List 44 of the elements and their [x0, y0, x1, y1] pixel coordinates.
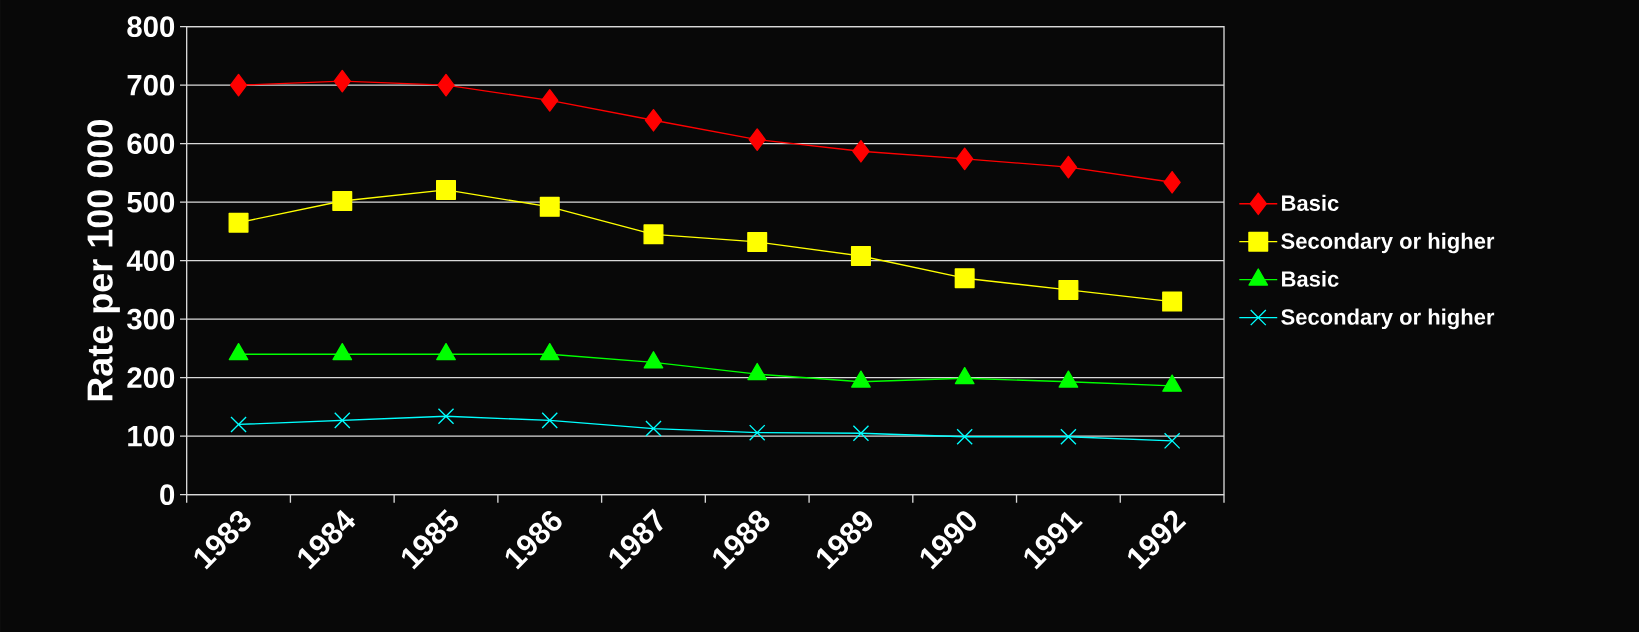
y-axis-title: Rate per 100 000 [87, 120, 120, 401]
point [332, 190, 353, 211]
point [644, 108, 663, 132]
point [1059, 155, 1078, 179]
point [1163, 432, 1181, 450]
y-tick-label: 600 [127, 133, 175, 155]
point [1162, 291, 1183, 312]
point [541, 412, 558, 429]
point [956, 428, 973, 445]
point [1060, 428, 1077, 445]
legend-label: Basic [1282, 194, 1339, 211]
y-tick-label: 300 [127, 308, 175, 330]
point [541, 89, 559, 112]
point [956, 147, 974, 171]
point [645, 420, 662, 437]
point [230, 416, 247, 433]
point [954, 268, 975, 289]
point [852, 139, 870, 163]
point [539, 196, 560, 217]
point [747, 231, 768, 252]
legend-label: Secondary or higher [1281, 232, 1495, 254]
point [333, 69, 351, 93]
legend-label: Secondary or higher [1281, 308, 1495, 330]
point [643, 224, 664, 245]
legend-label: Basic [1282, 270, 1339, 287]
point [437, 73, 455, 97]
y-tick-label: 0 [160, 484, 175, 506]
y-tick-label: 700 [127, 74, 175, 96]
point [1163, 170, 1181, 194]
point [749, 424, 766, 441]
point [228, 212, 249, 233]
point [1058, 279, 1079, 300]
y-tick-label: 200 [127, 367, 175, 389]
point [437, 408, 455, 425]
point [229, 73, 248, 97]
point [748, 128, 766, 151]
y-tick-label: 800 [127, 16, 175, 38]
y-tick-label: 500 [127, 191, 175, 213]
point [436, 179, 457, 200]
y-tick-label: 400 [126, 250, 175, 272]
point [852, 425, 870, 442]
point [334, 412, 351, 429]
point [850, 245, 871, 266]
y-tick-label: 100 [128, 425, 175, 447]
